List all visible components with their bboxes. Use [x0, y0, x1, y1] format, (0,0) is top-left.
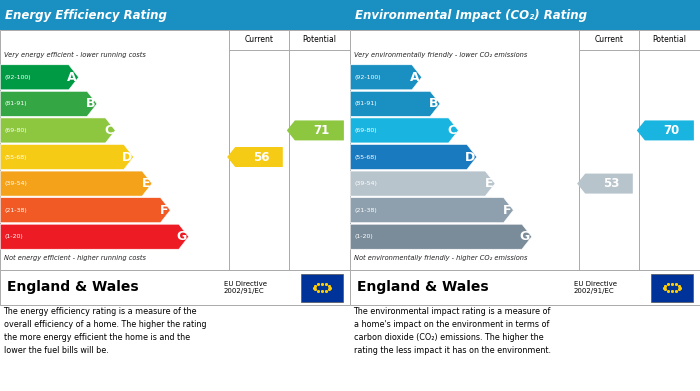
- Text: Potential: Potential: [302, 36, 337, 45]
- Polygon shape: [351, 91, 440, 117]
- Polygon shape: [0, 65, 78, 90]
- Text: A: A: [67, 71, 77, 84]
- Text: Very environmentally friendly - lower CO₂ emissions: Very environmentally friendly - lower CO…: [354, 52, 527, 58]
- Text: 56: 56: [253, 151, 270, 163]
- Text: D: D: [465, 151, 475, 163]
- Text: C: C: [447, 124, 456, 137]
- Text: E: E: [141, 177, 150, 190]
- Text: (92-100): (92-100): [4, 75, 32, 80]
- Bar: [350, 270, 700, 305]
- Polygon shape: [351, 65, 421, 90]
- Text: E: E: [485, 177, 494, 190]
- Polygon shape: [0, 224, 188, 249]
- Text: 71: 71: [314, 124, 330, 137]
- Polygon shape: [351, 118, 458, 143]
- Text: Not energy efficient - higher running costs: Not energy efficient - higher running co…: [4, 255, 146, 261]
- Polygon shape: [351, 145, 477, 169]
- Text: (21-38): (21-38): [355, 208, 377, 213]
- Text: (39-54): (39-54): [355, 181, 377, 186]
- Text: EU Directive
2002/91/EC: EU Directive 2002/91/EC: [574, 281, 617, 294]
- Text: (81-91): (81-91): [355, 101, 377, 106]
- Text: The energy efficiency rating is a measure of the
overall efficiency of a home. T: The energy efficiency rating is a measur…: [4, 307, 206, 355]
- Text: Current: Current: [244, 36, 274, 45]
- Text: (92-100): (92-100): [355, 75, 382, 80]
- Text: (1-20): (1-20): [4, 234, 23, 239]
- Polygon shape: [228, 147, 283, 167]
- Bar: [0, 270, 350, 305]
- Polygon shape: [351, 198, 513, 222]
- Text: (55-68): (55-68): [4, 154, 27, 160]
- Text: Very energy efficient - lower running costs: Very energy efficient - lower running co…: [4, 52, 146, 58]
- Text: G: G: [519, 230, 530, 243]
- Text: B: B: [85, 97, 95, 110]
- Text: (69-80): (69-80): [4, 128, 27, 133]
- Polygon shape: [0, 198, 170, 222]
- Polygon shape: [0, 118, 116, 143]
- Text: (1-20): (1-20): [355, 234, 373, 239]
- Bar: [0, 0, 350, 30]
- Polygon shape: [351, 224, 532, 249]
- Text: F: F: [160, 204, 169, 217]
- Text: (55-68): (55-68): [355, 154, 377, 160]
- Polygon shape: [351, 171, 495, 196]
- Text: Energy Efficiency Rating: Energy Efficiency Rating: [6, 9, 167, 22]
- Text: D: D: [122, 151, 132, 163]
- Bar: [301, 273, 343, 301]
- Text: 70: 70: [664, 124, 680, 137]
- Polygon shape: [578, 174, 633, 194]
- Bar: [0, 30, 350, 270]
- Polygon shape: [637, 120, 694, 140]
- Bar: [350, 0, 700, 30]
- Text: Environmental Impact (CO₂) Rating: Environmental Impact (CO₂) Rating: [355, 9, 587, 22]
- Text: EU Directive
2002/91/EC: EU Directive 2002/91/EC: [224, 281, 267, 294]
- Text: F: F: [503, 204, 512, 217]
- Text: 53: 53: [603, 177, 620, 190]
- Polygon shape: [0, 145, 134, 169]
- Polygon shape: [0, 91, 97, 117]
- Text: England & Wales: England & Wales: [357, 280, 489, 294]
- Text: (21-38): (21-38): [4, 208, 27, 213]
- Text: (81-91): (81-91): [4, 101, 27, 106]
- Bar: [350, 30, 700, 270]
- Polygon shape: [287, 120, 344, 140]
- Text: Potential: Potential: [652, 36, 687, 45]
- Text: G: G: [176, 230, 187, 243]
- Bar: [651, 273, 693, 301]
- Text: C: C: [104, 124, 113, 137]
- Text: B: B: [429, 97, 438, 110]
- Text: Not environmentally friendly - higher CO₂ emissions: Not environmentally friendly - higher CO…: [354, 255, 527, 261]
- Text: A: A: [410, 71, 420, 84]
- Text: (39-54): (39-54): [4, 181, 27, 186]
- Text: Current: Current: [594, 36, 624, 45]
- Text: The environmental impact rating is a measure of
a home's impact on the environme: The environmental impact rating is a mea…: [354, 307, 551, 355]
- Text: (69-80): (69-80): [355, 128, 377, 133]
- Text: England & Wales: England & Wales: [7, 280, 139, 294]
- Polygon shape: [0, 171, 152, 196]
